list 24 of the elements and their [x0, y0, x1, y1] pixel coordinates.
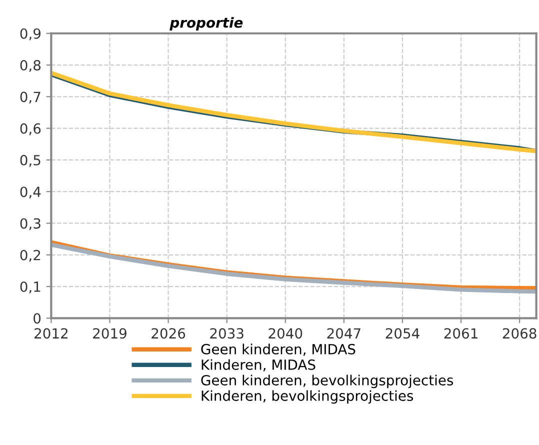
x-tick-label: 2068 — [502, 328, 536, 339]
x-tick-label: 2033 — [210, 328, 244, 339]
y-tick-label: 0,4 — [20, 186, 41, 198]
legend-label: Geen kinderen, MIDAS — [201, 344, 356, 356]
x-tick-label: 2040 — [268, 328, 302, 339]
x-tick-label: 2026 — [152, 328, 186, 339]
y-tick-label: 0,6 — [20, 123, 41, 136]
x-tick-label: 2054 — [386, 328, 420, 339]
legend-label: Geen kinderen, bevolkingsprojecties — [201, 374, 454, 388]
y-axis-title: proportie — [170, 17, 243, 31]
x-tick-label: 2012 — [34, 328, 68, 339]
x-tick-label: 2047 — [327, 328, 360, 339]
y-tick-label: 0,8 — [20, 60, 41, 72]
legend-label: Kinderen, MIDAS — [202, 359, 316, 372]
y-tick-label: 0 — [34, 313, 41, 324]
x-tick-label: 2019 — [93, 328, 126, 339]
legend-label: Kinderen, bevolkingsprojecties — [202, 390, 414, 404]
y-tick-label: 0,3 — [20, 218, 40, 230]
y-tick-label: 0,5 — [20, 154, 40, 167]
y-tick-label: 0,1 — [20, 282, 40, 294]
y-tick-label: 0,9 — [20, 28, 41, 40]
y-tick-label: 0,7 — [20, 92, 40, 104]
y-tick-label: 0,2 — [20, 250, 40, 262]
x-tick-label: 2061 — [444, 328, 478, 339]
